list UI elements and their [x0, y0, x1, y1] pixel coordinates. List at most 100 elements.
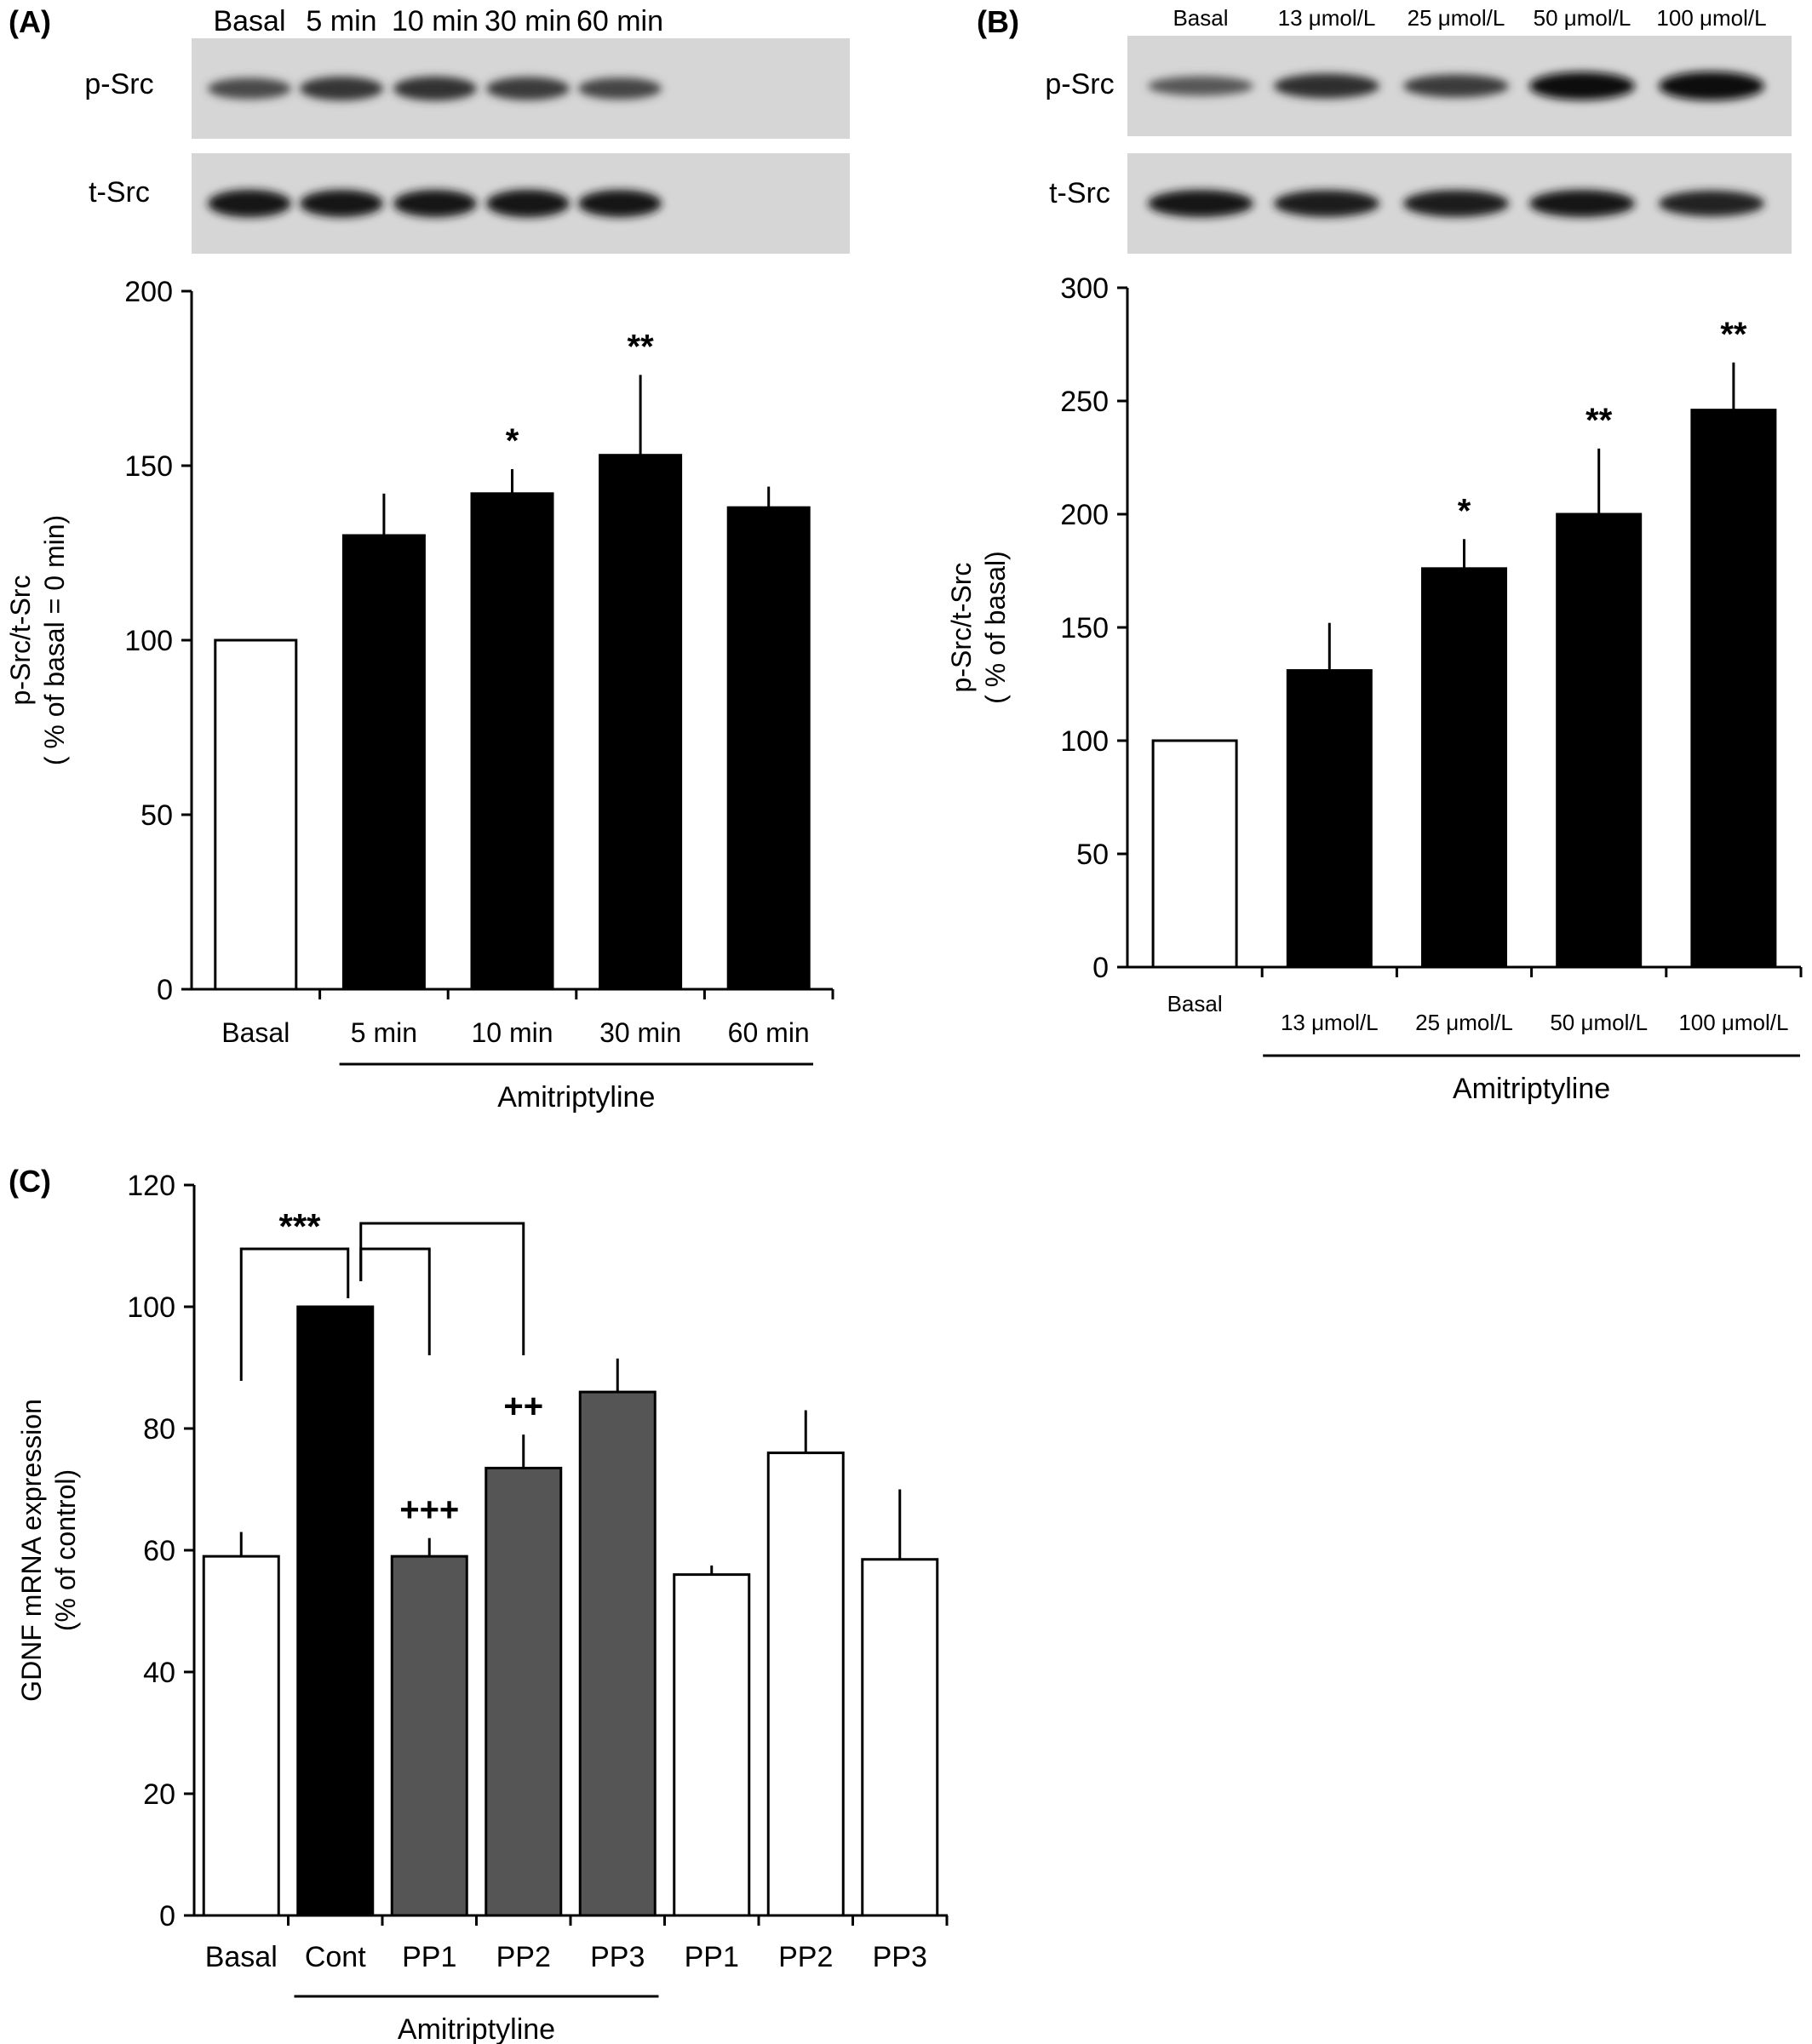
bar — [341, 534, 426, 991]
blot-lane-label: 25 μmol/L — [1408, 5, 1505, 31]
blot-band — [1403, 190, 1509, 217]
bar — [470, 492, 554, 991]
blot-band — [1274, 73, 1379, 99]
significance-label: * — [1458, 492, 1471, 530]
bar — [390, 1554, 468, 1917]
blot-row-label: p-Src — [84, 68, 153, 100]
y-tick-label: 100 — [127, 1291, 175, 1324]
blot-lane-label: 60 min — [576, 5, 663, 37]
x-category-label: Cont — [305, 1941, 366, 1973]
blot-lane-label: 100 μmol/L — [1656, 5, 1766, 31]
panel-c-bar-chart: 0 20 40 60 80 100 120 Basal Cont PP1 +++ PP2 ++ PP3 PP… — [16, 1170, 949, 2044]
bar — [673, 1573, 751, 1917]
blot-band — [1529, 190, 1635, 217]
bar — [578, 1390, 657, 1917]
blot-row-label: t-Src — [89, 176, 150, 209]
y-tick-label: 100 — [1060, 725, 1109, 758]
blot-lane-label: 13 μmol/L — [1278, 5, 1376, 31]
y-axis-label: ( % of basal) — [980, 551, 1011, 704]
x-category-label: PP3 — [873, 1941, 927, 1973]
significance-bracket — [239, 1247, 350, 1381]
y-tick-label: 150 — [124, 450, 173, 483]
y-tick-label: 60 — [143, 1535, 175, 1567]
significance-label: ** — [1586, 402, 1613, 439]
panel-a-western-blot: Basal 5 min 10 min 30 min 60 min p-Src t-Src — [84, 5, 850, 254]
x-category-label: 30 min — [599, 1017, 681, 1048]
blot-band — [1148, 190, 1253, 217]
y-tick-label: 100 — [124, 625, 173, 657]
significance-label: ** — [628, 328, 655, 365]
significance-bracket — [359, 1222, 525, 1355]
blot-band — [1274, 190, 1379, 217]
bar — [485, 1466, 563, 1917]
blot-band — [1659, 72, 1764, 100]
blot-row-label: p-Src — [1045, 68, 1114, 100]
blot-lane-label: Basal — [213, 5, 285, 37]
blot-band — [393, 76, 477, 101]
blot-band — [208, 189, 291, 218]
bar — [1286, 669, 1373, 969]
panel-a-bar-chart: 0 50 100 150 200 Basal 5 min 10 min * 30 min ** 60 … — [5, 276, 834, 1114]
bar — [766, 1451, 845, 1917]
blot-band — [1403, 74, 1509, 98]
blot-lane-label: Basal — [1173, 5, 1228, 31]
bar — [861, 1558, 939, 1917]
x-category-label: PP3 — [590, 1941, 645, 1973]
blot-band — [1529, 72, 1635, 100]
y-tick-label: 20 — [143, 1778, 175, 1811]
y-tick-label: 200 — [1060, 499, 1109, 531]
x-category-label: 50 μmol/L — [1550, 1010, 1648, 1035]
significance-label: +++ — [399, 1491, 459, 1529]
bracket-significance-label: *** — [278, 1206, 321, 1246]
y-tick-label: 0 — [159, 1900, 175, 1932]
bar — [726, 506, 811, 991]
blot-band — [1659, 190, 1764, 217]
y-tick-label: 50 — [140, 799, 173, 832]
panel-a-letter: (A) — [9, 4, 51, 39]
blot-band — [486, 77, 570, 100]
blot-band — [578, 190, 662, 217]
group-label: Amitriptyline — [1453, 1073, 1610, 1105]
y-tick-label: 40 — [143, 1657, 175, 1689]
blot-lane-label: 30 min — [485, 5, 571, 37]
significance-label: * — [506, 422, 519, 460]
group-label: Amitriptyline — [398, 2013, 555, 2044]
x-category-label: 10 min — [471, 1017, 553, 1048]
x-category-label: Basal — [205, 1941, 278, 1973]
blot-lane-label: 5 min — [306, 5, 376, 37]
group-label: Amitriptyline — [497, 1081, 655, 1114]
panel-b-western-blot: Basal 13 μmol/L 25 μmol/L 50 μmol/L 100 μmol… — [1045, 5, 1792, 254]
y-tick-label: 0 — [1092, 952, 1109, 984]
bar — [1421, 567, 1507, 969]
blot-band — [300, 190, 383, 217]
panel-c: (C) 0 20 40 60 80 100 120 Basal Cont PP1 +++ PP2 ++ P… — [9, 1164, 949, 2044]
blot-row-label: t-Src — [1049, 177, 1110, 209]
x-category-label: 13 μmol/L — [1281, 1010, 1379, 1035]
x-category-label: PP1 — [685, 1941, 739, 1973]
bar — [296, 1305, 375, 1917]
blot-lane-label: 10 min — [392, 5, 479, 37]
blot-band — [578, 77, 662, 100]
significance-label: ++ — [503, 1388, 543, 1425]
blot-lane-label: 50 μmol/L — [1534, 5, 1631, 31]
panel-b-letter: (B) — [977, 4, 1019, 39]
x-category-label: 100 μmol/L — [1678, 1010, 1788, 1035]
panel-a: (A) Basal 5 min 10 min 30 min 60 minp-Srct-S… — [5, 4, 850, 1114]
blot-band — [208, 77, 291, 100]
y-axis-label: ( % of basal = 0 min) — [39, 515, 70, 765]
bar — [214, 638, 298, 991]
y-axis-label: p-Src/t-Src — [5, 575, 36, 706]
y-tick-label: 250 — [1060, 386, 1109, 418]
panel-b: (B) Basal 13 μmol/L 25 μmol/L 50 μmol/L 100 … — [946, 4, 1803, 1105]
blot-band — [1148, 76, 1253, 96]
bar — [1556, 512, 1643, 969]
y-tick-label: 0 — [157, 974, 173, 1006]
y-tick-label: 120 — [127, 1170, 175, 1202]
bar — [1690, 409, 1777, 969]
blot-band — [393, 190, 477, 217]
y-axis-label: GDNF mRNA expression — [16, 1399, 47, 1702]
y-tick-label: 300 — [1060, 272, 1109, 305]
x-category-label: 5 min — [351, 1017, 417, 1048]
panel-b-bar-chart: 0 50 100 150 200 250 300 Basal 13 μmol/L 25 μmol/… — [946, 272, 1803, 1105]
